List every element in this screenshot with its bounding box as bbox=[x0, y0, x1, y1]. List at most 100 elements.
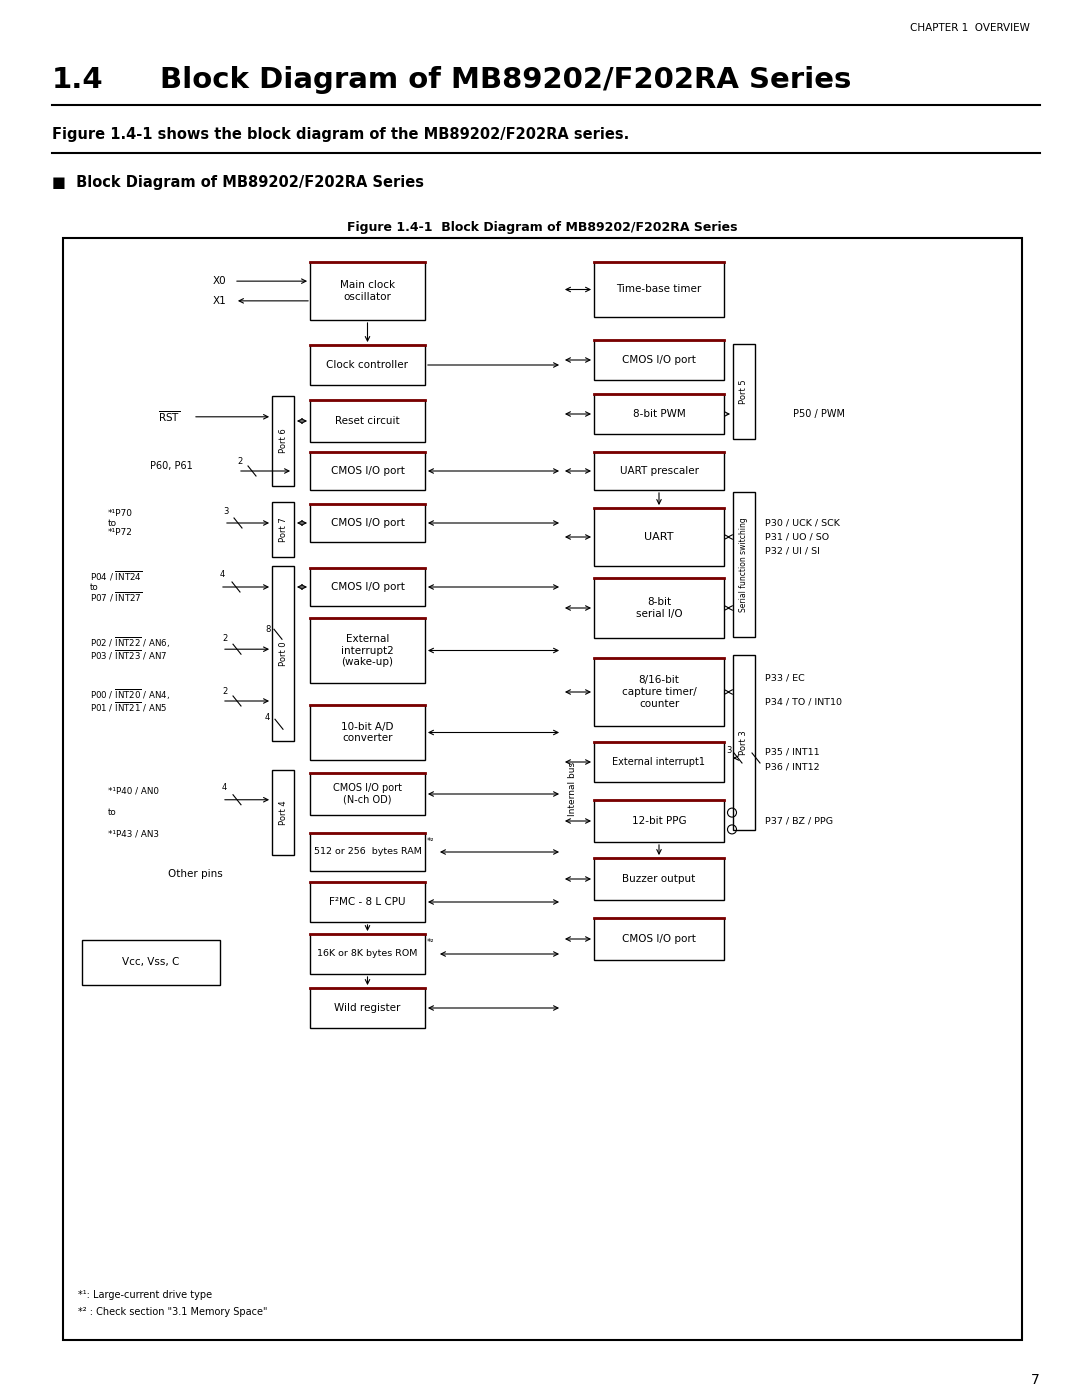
Text: to: to bbox=[108, 518, 117, 528]
Text: P30 / UCK / SCK: P30 / UCK / SCK bbox=[765, 518, 840, 527]
Text: Port 3: Port 3 bbox=[740, 731, 748, 754]
Text: *¹P70: *¹P70 bbox=[108, 509, 133, 518]
Text: 8: 8 bbox=[265, 624, 270, 634]
Text: X0: X0 bbox=[213, 277, 227, 286]
Bar bbox=[594, 453, 724, 490]
Text: P32 / UI / SI: P32 / UI / SI bbox=[765, 548, 820, 556]
Text: Other pins: Other pins bbox=[168, 869, 222, 879]
Text: Port 0: Port 0 bbox=[279, 641, 287, 666]
Text: Serial function switching: Serial function switching bbox=[740, 517, 748, 612]
Text: Port 4: Port 4 bbox=[279, 800, 287, 824]
Text: Buzzer output: Buzzer output bbox=[622, 875, 696, 884]
Text: 8-bit
serial I/O: 8-bit serial I/O bbox=[636, 597, 683, 619]
Text: $\overline{\rm RST}$: $\overline{\rm RST}$ bbox=[158, 409, 180, 425]
Bar bbox=[272, 566, 294, 740]
Text: P36 / INT12: P36 / INT12 bbox=[765, 763, 820, 771]
Text: Figure 1.4-1 shows the block diagram of the MB89202/F202RA series.: Figure 1.4-1 shows the block diagram of … bbox=[52, 127, 630, 142]
Text: *²: *² bbox=[427, 837, 434, 845]
Text: CMOS I/O port: CMOS I/O port bbox=[330, 467, 404, 476]
Text: Main clock
oscillator: Main clock oscillator bbox=[340, 281, 395, 302]
Text: 8-bit PWM: 8-bit PWM bbox=[633, 409, 686, 419]
Bar bbox=[310, 988, 426, 1028]
Text: Port 6: Port 6 bbox=[279, 429, 287, 454]
Text: 8/16-bit
capture timer/
counter: 8/16-bit capture timer/ counter bbox=[622, 675, 697, 708]
Text: External interrupt1: External interrupt1 bbox=[612, 757, 705, 767]
Text: *¹P40 / AN0: *¹P40 / AN0 bbox=[108, 787, 159, 796]
Text: X1: X1 bbox=[213, 296, 227, 306]
Bar bbox=[82, 940, 220, 985]
Text: P33 / EC: P33 / EC bbox=[765, 673, 805, 683]
Bar bbox=[310, 882, 426, 922]
Text: 2: 2 bbox=[222, 686, 227, 696]
Text: Reset circuit: Reset circuit bbox=[335, 416, 400, 426]
Text: 1.4: 1.4 bbox=[52, 66, 104, 94]
Text: CHAPTER 1  OVERVIEW: CHAPTER 1 OVERVIEW bbox=[910, 22, 1030, 34]
Text: CMOS I/O port: CMOS I/O port bbox=[330, 583, 404, 592]
Bar bbox=[310, 705, 426, 760]
Text: 4: 4 bbox=[222, 782, 227, 792]
Text: 7: 7 bbox=[1031, 1373, 1040, 1387]
Text: Vcc, Vss, C: Vcc, Vss, C bbox=[122, 957, 179, 968]
Bar bbox=[310, 400, 426, 441]
Text: to: to bbox=[108, 807, 117, 817]
Text: 3: 3 bbox=[222, 507, 228, 515]
Text: Clock controller: Clock controller bbox=[326, 360, 408, 370]
Text: CMOS I/O port: CMOS I/O port bbox=[330, 518, 404, 528]
Text: 10-bit A/D
converter: 10-bit A/D converter bbox=[341, 722, 394, 743]
Bar bbox=[594, 339, 724, 380]
Bar bbox=[594, 800, 724, 842]
Text: 4: 4 bbox=[265, 712, 270, 722]
Text: CMOS I/O port: CMOS I/O port bbox=[622, 355, 696, 365]
Text: P35 / INT11: P35 / INT11 bbox=[765, 747, 820, 757]
Bar bbox=[594, 578, 724, 638]
Text: *¹P43 / AN3: *¹P43 / AN3 bbox=[108, 830, 159, 838]
Bar bbox=[310, 617, 426, 683]
Text: Port 7: Port 7 bbox=[279, 517, 287, 542]
Bar bbox=[594, 742, 724, 782]
Text: P31 / UO / SO: P31 / UO / SO bbox=[765, 532, 829, 542]
Text: Time-base timer: Time-base timer bbox=[617, 285, 702, 295]
Bar bbox=[594, 858, 724, 900]
Bar bbox=[733, 655, 755, 830]
Bar bbox=[594, 509, 724, 566]
Text: Figure 1.4-1  Block Diagram of MB89202/F202RA Series: Figure 1.4-1 Block Diagram of MB89202/F2… bbox=[347, 222, 738, 235]
Text: P50 / PWM: P50 / PWM bbox=[793, 409, 845, 419]
Text: *² : Check section "3.1 Memory Space": *² : Check section "3.1 Memory Space" bbox=[78, 1308, 268, 1317]
Bar bbox=[310, 569, 426, 606]
Text: P60, P61: P60, P61 bbox=[150, 461, 192, 471]
Text: Wild register: Wild register bbox=[335, 1003, 401, 1013]
Text: P00 / $\overline{\rm INT20}$ / AN4,: P00 / $\overline{\rm INT20}$ / AN4, bbox=[90, 687, 170, 703]
Text: CMOS I/O port
(N-ch OD): CMOS I/O port (N-ch OD) bbox=[333, 784, 402, 805]
Text: ■  Block Diagram of MB89202/F202RA Series: ■ Block Diagram of MB89202/F202RA Series bbox=[52, 176, 424, 190]
Bar bbox=[733, 492, 755, 637]
Text: to: to bbox=[90, 583, 98, 591]
Text: P34 / TO / INT10: P34 / TO / INT10 bbox=[765, 697, 842, 707]
Bar bbox=[63, 237, 1022, 1340]
Text: 2: 2 bbox=[237, 457, 242, 467]
Text: External
interrupt2
(wake-up): External interrupt2 (wake-up) bbox=[341, 634, 394, 668]
Text: 16K or 8K bytes ROM: 16K or 8K bytes ROM bbox=[318, 950, 418, 958]
Text: P02 / $\overline{\rm INT22}$ / AN6,: P02 / $\overline{\rm INT22}$ / AN6, bbox=[90, 636, 170, 650]
Bar bbox=[272, 770, 294, 855]
Text: P37 / BZ / PPG: P37 / BZ / PPG bbox=[765, 816, 833, 826]
Text: Block Diagram of MB89202/F202RA Series: Block Diagram of MB89202/F202RA Series bbox=[160, 66, 851, 94]
Bar bbox=[594, 658, 724, 726]
Text: F²MC - 8 L CPU: F²MC - 8 L CPU bbox=[329, 897, 406, 907]
Text: P03 / $\overline{\rm INT23}$ / AN7: P03 / $\overline{\rm INT23}$ / AN7 bbox=[90, 650, 167, 662]
Text: 4: 4 bbox=[220, 570, 226, 580]
Text: Internal bus: Internal bus bbox=[568, 761, 577, 816]
Text: UART: UART bbox=[645, 532, 674, 542]
Bar bbox=[733, 344, 755, 439]
Text: P07 / $\overline{\rm INT27}$: P07 / $\overline{\rm INT27}$ bbox=[90, 591, 143, 605]
Bar bbox=[310, 833, 426, 870]
Bar bbox=[594, 263, 724, 317]
Text: 2: 2 bbox=[222, 634, 227, 643]
Text: UART prescaler: UART prescaler bbox=[620, 467, 699, 476]
Text: 3: 3 bbox=[726, 746, 731, 756]
Text: P01 / $\overline{\rm INT21}$ / AN5: P01 / $\overline{\rm INT21}$ / AN5 bbox=[90, 700, 167, 714]
Bar bbox=[310, 453, 426, 490]
Bar bbox=[310, 504, 426, 542]
Text: CMOS I/O port: CMOS I/O port bbox=[622, 935, 696, 944]
Text: 512 or 256  bytes RAM: 512 or 256 bytes RAM bbox=[313, 848, 421, 856]
Bar bbox=[594, 918, 724, 960]
